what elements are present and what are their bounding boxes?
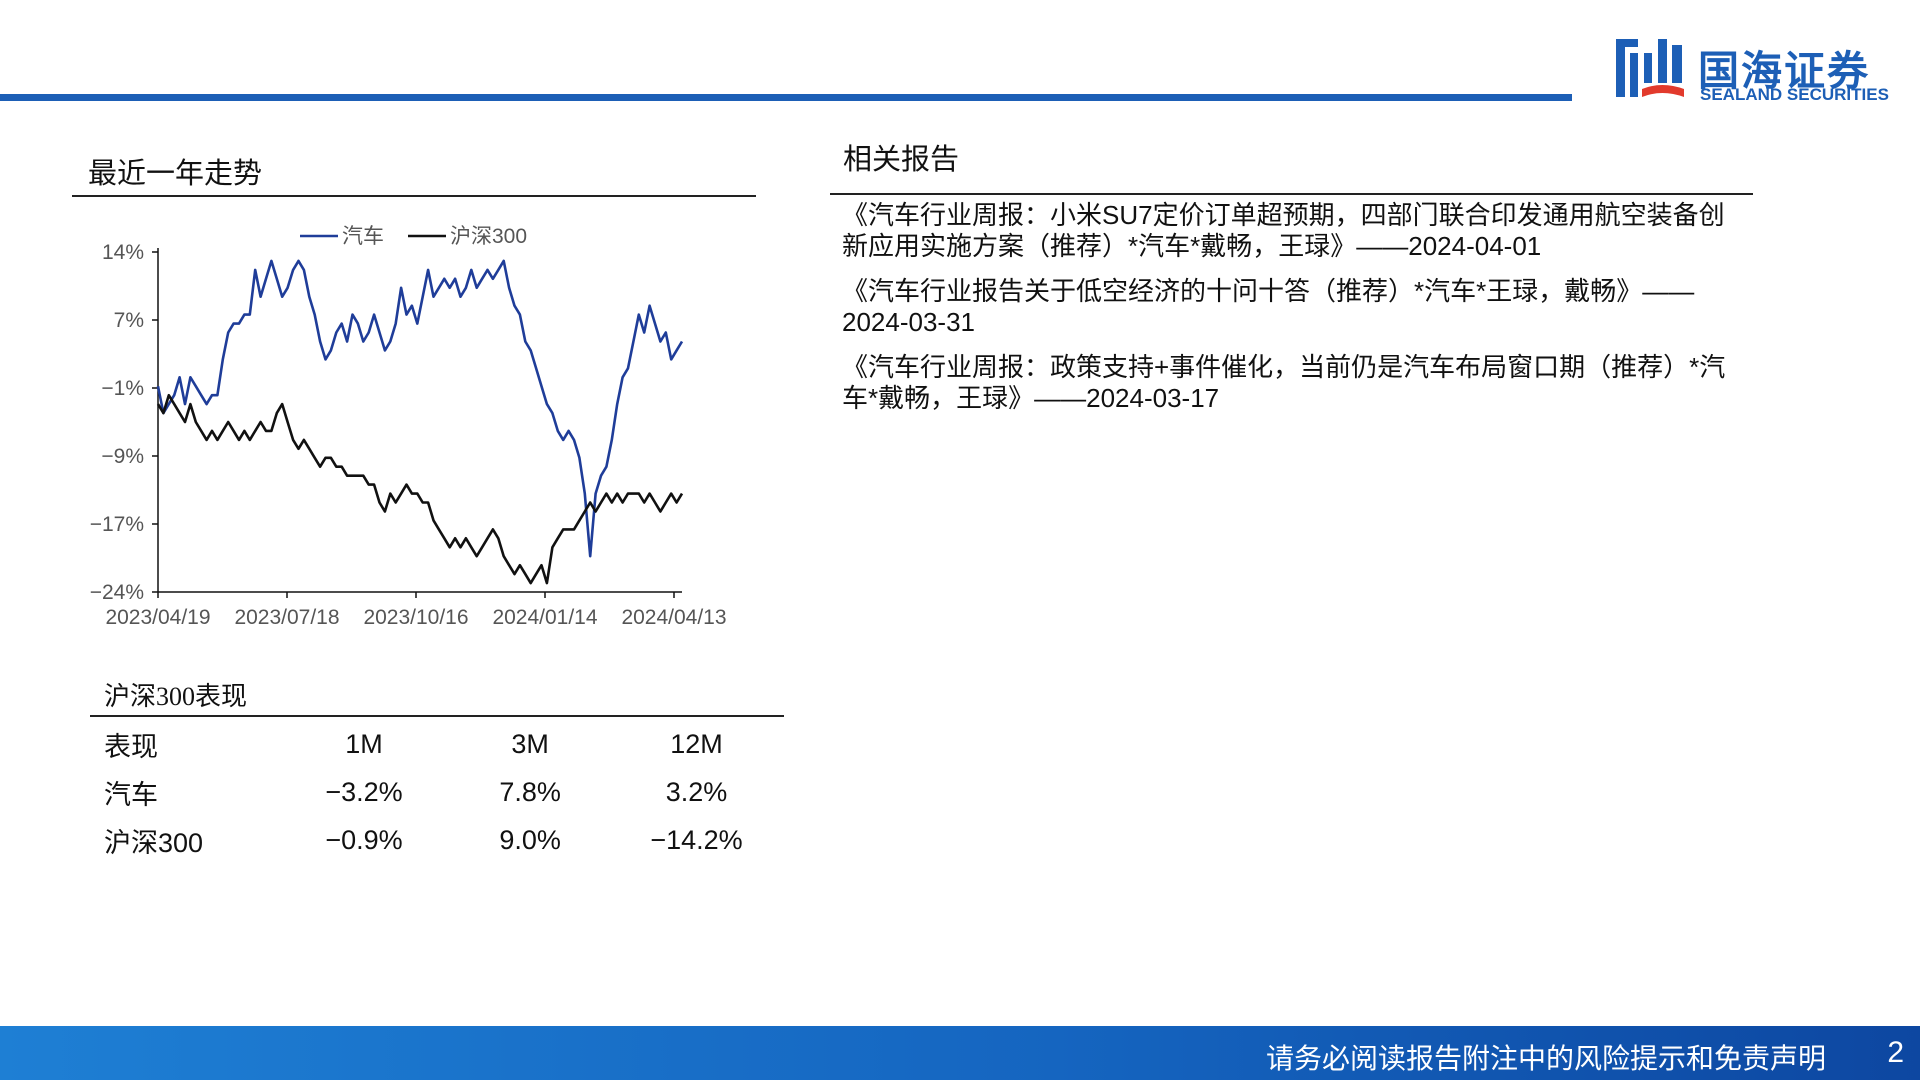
table-cell: −0.9%: [325, 824, 403, 855]
reports-title: 相关报告: [843, 144, 960, 176]
x-tick-label: 2023/04/19: [105, 606, 210, 629]
y-tick-label: 7%: [114, 309, 144, 332]
y-tick-label: −9%: [101, 445, 144, 468]
table-header-row: 表现 1M 3M 12M: [90, 720, 780, 768]
performance-title-rule: [90, 715, 784, 717]
company-logo: 国海证券 SEALAND SECURITIES: [1614, 33, 1894, 105]
page-number: 2: [1887, 1036, 1904, 1069]
report-link[interactable]: 《汽车行业报告关于低空经济的十问十答（推荐）*汽车*王琭，戴畅》——2024-0…: [842, 276, 1695, 337]
y-tick-label: 14%: [102, 241, 144, 264]
table-cell: −3.2%: [325, 776, 403, 807]
report-link[interactable]: 《汽车行业周报：政策支持+事件催化，当前仍是汽车布局窗口期（推荐）*汽车*戴畅，…: [842, 352, 1726, 413]
table-cell: 9.0%: [499, 824, 561, 855]
logo-cn-text: 国海证券: [1698, 48, 1870, 94]
table-header-cell: 1M: [345, 728, 383, 759]
related-reports-list: 《汽车行业周报：小米SU7定价订单超预期，四部门联合印发通用航空装备创新应用实施…: [842, 200, 1742, 428]
table-row: 沪深300 −0.9% 9.0% −14.2%: [90, 816, 780, 864]
header-rule: [0, 94, 1572, 101]
x-tick-label: 2023/10/16: [363, 606, 468, 629]
trend-title-rule: [72, 195, 756, 197]
sealand-logo-icon: [1616, 39, 1684, 97]
table-cell: 沪深300: [104, 827, 204, 858]
reports-title-rule: [830, 193, 1753, 195]
table-cell: 7.8%: [499, 776, 561, 807]
disclaimer-text: 请务必阅读报告附注中的风险提示和免责声明: [1265, 1043, 1826, 1074]
table-header-cell: 表现: [104, 731, 158, 762]
trend-chart: 14% 7% −1% −9% −17% −24%2023/04/19 2023/07/18 2…: [90, 225, 727, 629]
table-header-cell: 12M: [670, 728, 723, 759]
table-cell: −14.2%: [650, 824, 743, 855]
legend-label: 汽车: [342, 225, 384, 248]
y-tick-label: −24%: [90, 581, 144, 604]
report-link[interactable]: 《汽车行业周报：小米SU7定价订单超预期，四部门联合印发通用航空装备创新应用实施…: [842, 200, 1725, 261]
x-tick-label: 2023/07/18: [234, 606, 339, 629]
table-cell: 汽车: [104, 779, 158, 810]
performance-title: 沪深300表现: [104, 682, 248, 711]
x-tick-label: 2024/01/14: [492, 606, 597, 629]
y-tick-label: −17%: [90, 513, 144, 536]
legend-label: 沪深300: [450, 225, 527, 248]
performance-table: 表现 1M 3M 12M 汽车 −3.2% 7.8% 3.2% 沪深300 −0…: [90, 720, 780, 864]
table-header-cell: 3M: [511, 728, 549, 759]
series-line-0: [156, 259, 684, 558]
series-line-1: [156, 393, 684, 585]
table-row: 汽车 −3.2% 7.8% 3.2%: [90, 768, 780, 816]
trend-title: 最近一年走势: [88, 158, 263, 190]
x-tick-label: 2024/04/13: [621, 606, 726, 629]
logo-en-text: SEALAND SECURITIES: [1700, 85, 1889, 104]
footer-bar: 请务必阅读报告附注中的风险提示和免责声明 2: [0, 1026, 1920, 1080]
y-tick-label: −1%: [101, 377, 144, 400]
table-cell: 3.2%: [665, 776, 728, 807]
